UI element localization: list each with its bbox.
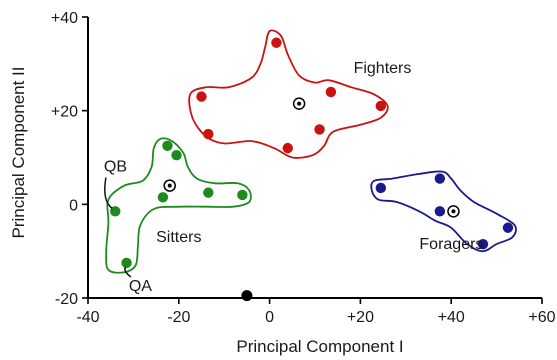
annotations: Fighters Sitters Foragers QB QA xyxy=(104,60,484,295)
fighters-cluster-outline xyxy=(188,29,389,159)
x-tick-label-3: +20 xyxy=(347,309,374,326)
annotation-fighters: Fighters xyxy=(354,60,412,77)
fighters-point-6 xyxy=(282,142,293,154)
foragers-point-0 xyxy=(375,182,387,194)
foragers-point-2 xyxy=(434,206,446,217)
sitters-cluster-outline xyxy=(105,137,252,274)
x-tick-label-2: 0 xyxy=(265,309,274,326)
y-tick-label-3: +40 xyxy=(51,10,78,27)
y-tick-label-0: -20 xyxy=(55,291,78,308)
annotation-sitters: Sitters xyxy=(156,229,201,246)
fighters-point-3 xyxy=(375,100,387,112)
sitters-point-0 xyxy=(162,140,173,151)
x-tick-label-5: +60 xyxy=(528,309,555,326)
annotation-qa: QA xyxy=(129,278,152,295)
sitters-point-5 xyxy=(110,206,121,217)
y-axis-title: Principal Component II xyxy=(9,67,28,239)
annotation-qb: QB xyxy=(104,159,127,176)
annotation-foragers: Foragers xyxy=(419,236,483,253)
fighters-centroid-marker xyxy=(292,97,306,110)
sitters-centroid-marker xyxy=(163,179,176,192)
x-tick-label-4: +40 xyxy=(438,309,465,326)
foragers-centroid-marker xyxy=(447,205,460,218)
annotation-pointer-qb xyxy=(104,177,113,209)
y-tick-label-1: 0 xyxy=(69,197,78,214)
fighters-point-5 xyxy=(314,124,325,135)
x-axis-title: Principal Component I xyxy=(236,337,403,356)
x-tick-label-1: -20 xyxy=(167,309,190,326)
data-points xyxy=(110,37,514,302)
fighters-point-4 xyxy=(203,128,214,140)
y-tick-label-2: +20 xyxy=(51,104,78,121)
annotation-pointer-qa xyxy=(124,266,132,278)
foragers-cluster-outline xyxy=(370,170,517,253)
extra-point-0 xyxy=(241,290,253,302)
fighters-point-0 xyxy=(271,37,282,48)
sitters-point-6 xyxy=(121,257,132,269)
sitters-point-4 xyxy=(237,189,248,201)
foragers-point-3 xyxy=(477,238,489,250)
cluster-hulls xyxy=(105,29,517,274)
foragers-point-1 xyxy=(434,173,446,184)
fighters-point-1 xyxy=(196,91,207,102)
axes: -40 -20 0 +20 +40 +60-200+20+40 xyxy=(51,10,556,326)
fighters-point-2 xyxy=(325,86,337,98)
sitters-point-2 xyxy=(157,192,169,203)
sitters-point-1 xyxy=(171,149,182,161)
sitters-point-3 xyxy=(203,187,214,198)
foragers-point-4 xyxy=(502,222,514,233)
x-tick-label-0: -40 xyxy=(76,309,99,326)
cluster-centroids xyxy=(163,97,460,218)
